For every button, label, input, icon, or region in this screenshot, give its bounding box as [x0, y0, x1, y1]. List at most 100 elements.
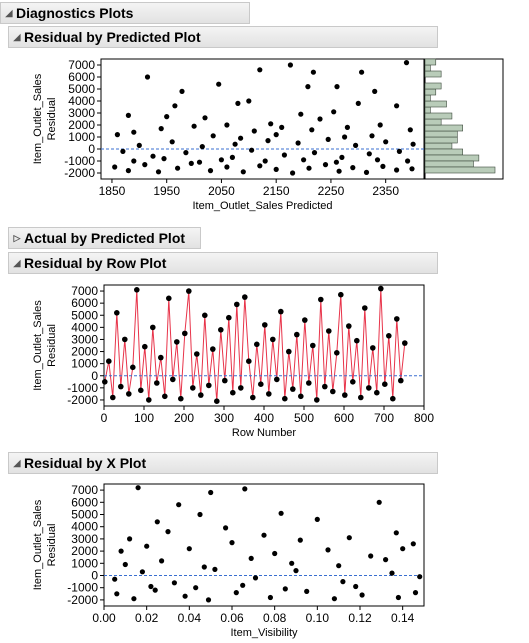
expand-triangle-icon[interactable]: ▷ [13, 232, 21, 243]
y-tick-label: 4000 [71, 520, 98, 534]
data-point [253, 341, 260, 348]
data-point [359, 592, 365, 598]
data-point [331, 596, 337, 602]
data-point [310, 342, 316, 349]
data-point [142, 343, 148, 350]
data-point [248, 555, 254, 562]
data-point [306, 380, 312, 386]
data-point [286, 348, 292, 355]
data-point [374, 389, 380, 396]
outline-residual-by-predicted[interactable]: ◢ Residual by Predicted Plot [8, 26, 438, 48]
data-point [201, 564, 207, 570]
y-axis-label-line2: Residual [46, 98, 58, 141]
data-point [155, 169, 162, 175]
data-point [114, 132, 120, 138]
data-point [290, 170, 296, 176]
outline-residual-by-x[interactable]: ◢ Residual by X Plot [8, 452, 438, 474]
data-point [196, 159, 203, 165]
data-point [410, 141, 416, 147]
data-point [334, 350, 340, 356]
outline-residual-by-row[interactable]: ◢ Residual by Row Plot [8, 252, 438, 274]
data-point [182, 330, 188, 337]
y-tick-label: 3000 [68, 106, 95, 120]
data-point [346, 323, 352, 329]
data-point [165, 529, 171, 535]
plot-frame [100, 58, 425, 180]
data-point [216, 81, 222, 87]
outline-diagnostics-plots[interactable]: ◢ Diagnostics Plots [0, 2, 250, 24]
data-point [152, 587, 158, 593]
data-point [400, 546, 406, 552]
data-point [224, 164, 230, 170]
data-point [409, 166, 415, 172]
data-point [331, 109, 337, 115]
data-point [131, 596, 137, 602]
collapse-triangle-icon[interactable]: ◢ [5, 7, 13, 18]
data-point [246, 358, 252, 365]
data-point [262, 158, 268, 164]
data-point [144, 543, 150, 549]
outline-title: Residual by Predicted Plot [24, 29, 201, 45]
collapse-triangle-icon[interactable]: ◢ [13, 457, 21, 468]
collapse-triangle-icon[interactable]: ◢ [13, 257, 21, 268]
data-point [370, 345, 376, 351]
histogram-bar [424, 118, 442, 126]
y-tick-label: -2000 [67, 393, 98, 407]
data-point [210, 133, 216, 139]
data-point [262, 322, 268, 328]
data-point [287, 62, 293, 68]
data-point [134, 287, 140, 293]
data-point [297, 537, 303, 543]
data-point [279, 124, 285, 130]
y-tick-label: 2000 [71, 544, 98, 558]
outline-title: Residual by X Plot [24, 455, 147, 471]
collapse-triangle-icon[interactable]: ◢ [13, 31, 21, 42]
data-point [273, 132, 279, 138]
x-tick-label: 100 [134, 411, 154, 425]
histogram-bar [424, 70, 442, 78]
data-point [350, 165, 356, 171]
outline-title: Actual by Predicted Plot [24, 230, 186, 246]
data-point [393, 530, 399, 536]
y-tick-label: 0 [91, 569, 98, 583]
data-point [374, 157, 381, 163]
data-point [278, 510, 284, 516]
y-tick-label: -2000 [67, 593, 98, 607]
data-point [126, 391, 132, 397]
data-point [306, 165, 312, 171]
data-point [162, 393, 168, 400]
data-point [412, 590, 419, 596]
data-point [224, 122, 230, 128]
data-point [112, 576, 118, 582]
outline-actual-by-predicted[interactable]: ▷ Actual by Predicted Plot [8, 227, 201, 249]
data-point [261, 532, 267, 538]
data-point [346, 535, 352, 541]
data-point [402, 340, 408, 346]
data-point [386, 333, 392, 339]
y-tick-label: -1000 [64, 154, 95, 168]
series-line [104, 288, 406, 402]
data-point [394, 167, 400, 173]
data-point [366, 151, 372, 157]
histogram-bar [424, 154, 480, 162]
y-tick-label: 2000 [71, 345, 98, 359]
data-point [336, 168, 342, 174]
data-point [125, 112, 131, 118]
data-point [120, 148, 126, 154]
data-point [309, 127, 315, 133]
data-point [234, 301, 240, 308]
x-tick-label: 2050 [208, 184, 235, 198]
data-point [191, 123, 197, 129]
data-point [268, 121, 274, 127]
data-point [336, 563, 342, 569]
data-point [144, 74, 151, 80]
data-point [342, 134, 348, 140]
data-point [235, 100, 241, 106]
histogram-bar [424, 112, 453, 120]
y-tick-label: 3000 [71, 332, 98, 346]
data-point [395, 594, 401, 601]
y-tick-label: 2000 [68, 118, 95, 132]
data-point [334, 84, 340, 90]
data-point [325, 136, 331, 142]
histogram-bar [424, 100, 447, 108]
